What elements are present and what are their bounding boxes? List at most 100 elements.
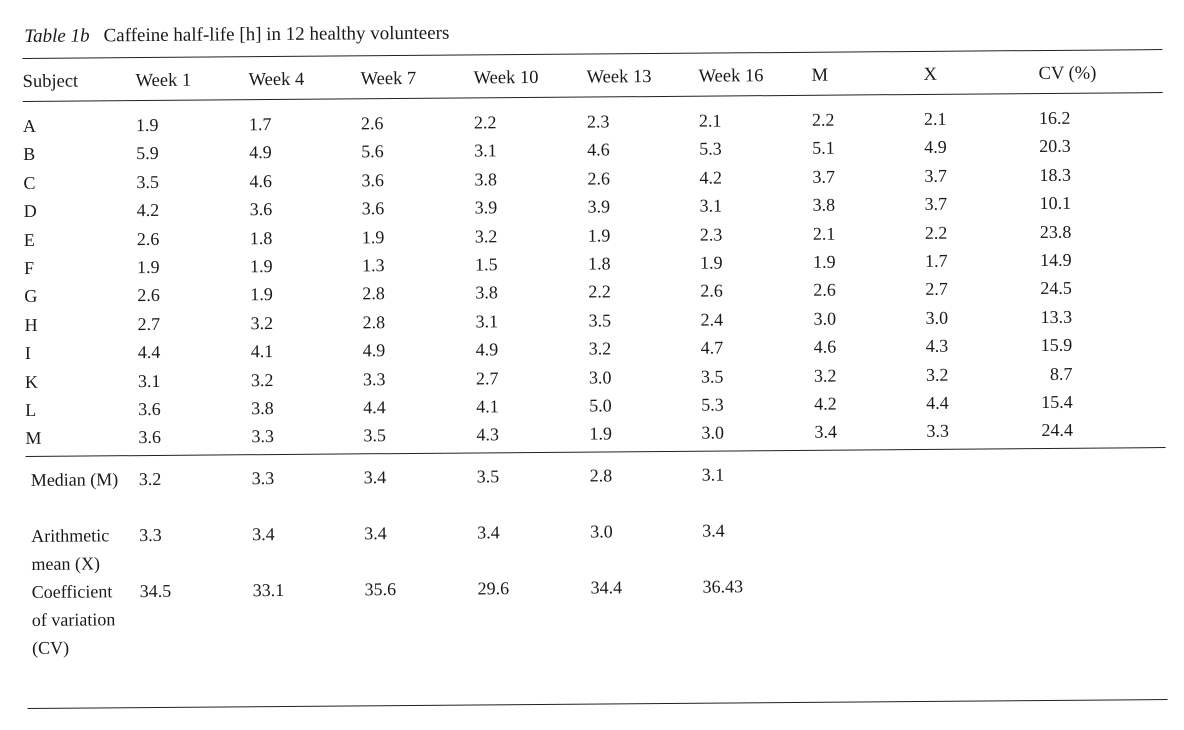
body-rule (25, 447, 1166, 457)
value-cell: 4.4 (137, 342, 161, 363)
value-cell: 4.1 (476, 396, 499, 417)
value-cell: 3.5 (363, 425, 387, 446)
value-cell: 2.6 (587, 168, 610, 189)
summary-value: 3.3 (139, 524, 162, 546)
value-cell: 1.9 (250, 256, 273, 277)
value-cell: 1.9 (250, 284, 273, 305)
summary-value: 3.0 (590, 521, 613, 542)
value-cell: 1.9 (361, 226, 385, 247)
value-cell: 3.1 (137, 370, 161, 391)
summary-label: Arithmetic mean (X) (31, 525, 110, 574)
value-cell: 3.3 (362, 368, 386, 389)
subject-cell: H (24, 314, 38, 335)
subject-cell: A (22, 115, 37, 136)
summary-value: 29.6 (477, 578, 510, 599)
column-header: Week 10 (473, 67, 539, 89)
value-cell: 2.6 (813, 280, 836, 301)
subject-cell: C (23, 172, 36, 193)
value-cell: 5.9 (136, 143, 159, 164)
value-cell: 3.8 (251, 398, 274, 419)
subject-cell: I (24, 343, 31, 364)
table-caption: Table 1b Caffeine half-life [h] in 12 hea… (24, 23, 449, 48)
value-cell: 4.1 (250, 341, 274, 362)
column-header: Week 4 (248, 69, 305, 91)
value-cell: 3.6 (361, 169, 385, 191)
value-cell: 3.8 (812, 194, 836, 215)
value-cell: 3.2 (925, 364, 949, 385)
value-cell: 2.8 (362, 283, 385, 304)
summary-value: 2.8 (589, 465, 613, 486)
value-cell: 4.6 (249, 170, 273, 192)
summary-label: Median (M) (30, 469, 119, 490)
value-cell: 3.0 (701, 422, 725, 444)
value-cell: 2.3 (586, 111, 610, 132)
value-cell: 20.3 (1039, 136, 1071, 157)
value-cell: 3.7 (812, 166, 835, 187)
value-cell: 1.9 (813, 251, 836, 272)
value-cell: 1.5 (475, 254, 498, 275)
value-cell: 1.9 (589, 423, 613, 444)
summary-value: 33.1 (252, 579, 285, 601)
subject-cell: F (24, 257, 35, 278)
value-cell: 4.3 (925, 335, 949, 357)
value-cell: 3.9 (474, 197, 498, 218)
value-cell: 2.6 (137, 285, 160, 306)
value-cell: 4.6 (587, 139, 610, 160)
value-cell: 3.6 (138, 427, 162, 448)
value-cell: 4.2 (814, 393, 837, 414)
column-header: Week 13 (586, 67, 652, 88)
summary-value: 3.1 (701, 464, 725, 485)
value-cell: 3.6 (361, 198, 385, 219)
value-cell: 3.5 (588, 310, 612, 331)
value-cell: 2.3 (699, 224, 723, 245)
value-cell: 2.6 (136, 228, 160, 249)
value-cell: 2.2 (588, 281, 611, 302)
value-cell: 3.7 (924, 165, 947, 186)
value-cell: 3.2 (250, 312, 274, 334)
value-cell: 3.2 (813, 365, 837, 386)
value-cell: 3.2 (250, 369, 274, 390)
summary-value: 3.4 (252, 524, 275, 545)
value-cell: 14.9 (1039, 249, 1072, 271)
value-cell: 5.6 (361, 141, 384, 162)
value-cell: 2.1 (698, 110, 722, 131)
value-cell: 4.9 (249, 142, 272, 163)
value-cell: 3.1 (475, 311, 499, 332)
value-cell: 24.4 (1041, 420, 1073, 441)
value-cell: 2.1 (923, 108, 947, 129)
value-cell: 3.8 (474, 169, 497, 190)
value-cell: 3.1 (699, 195, 723, 216)
value-cell: 1.7 (924, 250, 948, 271)
value-cell: 2.2 (924, 222, 948, 243)
value-cell: 3.5 (700, 366, 724, 387)
table-title: Caffeine half-life [h] in 12 healthy vol… (103, 22, 450, 47)
value-cell: 3.0 (813, 308, 837, 329)
value-cell: 3.3 (926, 421, 949, 442)
value-cell: 3.9 (587, 196, 611, 217)
column-header: CV (%) (1038, 63, 1097, 85)
value-cell: 4.3 (476, 424, 500, 445)
value-cell: 4.4 (926, 392, 949, 413)
value-cell: 4.9 (362, 340, 386, 361)
value-cell: 5.3 (699, 138, 722, 160)
subject-cell: L (25, 399, 37, 420)
value-cell: 1.9 (700, 252, 723, 273)
table-page: Table 1b Caffeine half-life [h] in 12 hea… (22, 0, 1168, 730)
summary-value: 3.4 (363, 467, 387, 488)
value-cell: 2.7 (137, 313, 161, 334)
summary-value: 3.4 (477, 522, 500, 543)
column-header: Week 16 (698, 66, 764, 87)
value-cell: 13.3 (1040, 306, 1073, 327)
value-cell: 2.7 (925, 279, 948, 300)
column-header: Subject (22, 71, 79, 92)
summary-value: 3.4 (364, 523, 387, 544)
value-cell: 3.6 (249, 199, 273, 220)
value-cell: 2.1 (812, 223, 836, 244)
value-cell: 3.3 (251, 426, 275, 447)
summary-value: 3.4 (702, 520, 725, 541)
subject-cell: E (23, 229, 35, 250)
summary-value: 34.4 (590, 577, 623, 598)
header-rule (22, 92, 1163, 102)
value-cell: 2.4 (700, 309, 724, 330)
column-header: X (923, 64, 938, 85)
